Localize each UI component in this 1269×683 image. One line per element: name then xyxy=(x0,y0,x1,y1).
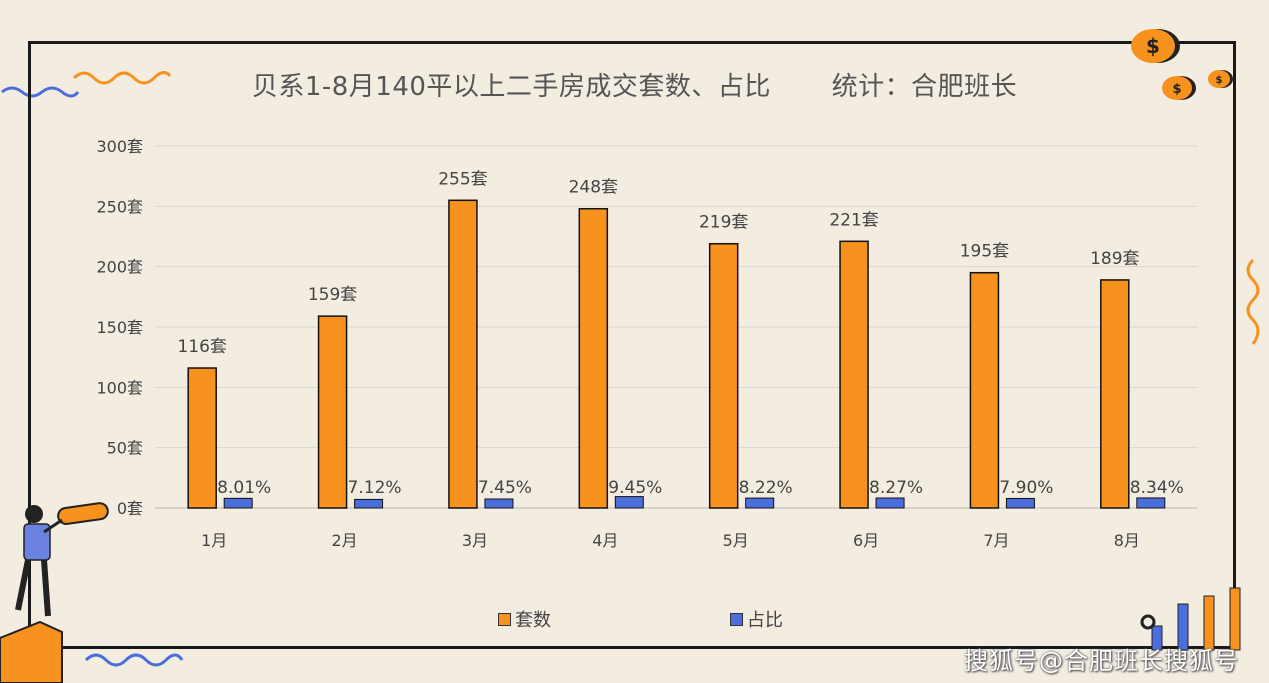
x-tick-label: 4月 xyxy=(592,531,618,550)
bar-count xyxy=(708,242,739,509)
chart-source: 统计：合肥班长 xyxy=(831,72,1018,102)
coin-icon: $ xyxy=(1208,70,1233,88)
data-label-count: 116套 xyxy=(177,337,226,357)
data-label-ratio: 7.12% xyxy=(348,478,402,498)
coin-icon: $ xyxy=(1162,76,1196,100)
data-label-count: 195套 xyxy=(960,242,1009,262)
bar-ratio xyxy=(1136,497,1166,509)
legend-label-ratio: 占比 xyxy=(747,610,783,631)
y-tick-label: 150套 xyxy=(96,318,143,337)
legend-label-count: 套数 xyxy=(515,610,551,631)
x-tick-label: 6月 xyxy=(853,531,879,550)
chart-title-row: 贝系1-8月140平以上二手房成交套数、占比 统计：合肥班长 xyxy=(0,66,1269,103)
data-label-count: 189套 xyxy=(1090,249,1139,269)
data-label-count: 159套 xyxy=(308,285,357,305)
data-label-ratio: 9.45% xyxy=(608,478,662,498)
bar-chart-decor-icon xyxy=(1140,587,1241,651)
wave-icon xyxy=(84,653,184,667)
chart-frame xyxy=(28,41,1236,649)
data-label-ratio: 8.01% xyxy=(217,478,271,498)
bar-count xyxy=(1100,279,1130,509)
data-label-ratio: 8.22% xyxy=(739,478,793,498)
data-label-count: 221套 xyxy=(829,210,878,230)
chart-title: 贝系1-8月140平以上二手房成交套数、占比 xyxy=(251,72,771,102)
person-with-telescope-icon xyxy=(0,502,109,683)
coin-icon: $ xyxy=(1131,29,1180,63)
bar-ratio xyxy=(223,497,253,509)
data-label-count: 219套 xyxy=(699,213,748,233)
y-tick-label: 300套 xyxy=(96,137,143,156)
y-tick-label: 200套 xyxy=(96,258,143,277)
x-tick-label: 8月 xyxy=(1114,531,1140,550)
data-label-ratio: 8.34% xyxy=(1130,478,1184,498)
svg-text:$: $ xyxy=(1216,75,1223,86)
bar-count xyxy=(969,271,1000,509)
bar-count xyxy=(317,315,348,509)
x-tick-label: 3月 xyxy=(462,531,488,550)
bar-ratio xyxy=(875,497,905,509)
data-label-ratio: 7.90% xyxy=(999,478,1053,498)
y-tick-label: 50套 xyxy=(107,439,143,458)
bar-count xyxy=(187,367,217,509)
x-tick-label: 7月 xyxy=(983,531,1009,550)
data-label-ratio: 8.27% xyxy=(869,478,923,498)
wave-icon xyxy=(1246,258,1260,345)
source-watermark: 搜狐号@合肥班长搜狐号 xyxy=(964,647,1239,675)
wave-icon xyxy=(1,86,80,98)
bar-ratio xyxy=(484,498,514,509)
x-tick-label: 5月 xyxy=(723,531,749,550)
svg-text:$: $ xyxy=(1146,34,1160,58)
y-tick-label: 100套 xyxy=(96,378,143,397)
legend-swatch-ratio xyxy=(730,612,743,626)
legend-swatch-count xyxy=(498,612,511,626)
bar-count xyxy=(578,207,609,509)
data-label-count: 248套 xyxy=(569,178,618,198)
legend: 套数 占比 xyxy=(0,606,1269,632)
bar-count xyxy=(448,199,478,509)
legend-item-count: 套数 xyxy=(498,606,551,632)
wave-icon xyxy=(72,71,172,85)
legend-item-ratio: 占比 xyxy=(730,606,783,632)
bar-count xyxy=(839,240,869,509)
bar-ratio xyxy=(1005,497,1035,509)
bar-ratio xyxy=(614,496,644,509)
data-label-ratio: 7.45% xyxy=(478,478,532,498)
y-tick-label: 0套 xyxy=(117,499,143,518)
svg-text:$: $ xyxy=(1172,82,1181,97)
bar-ratio xyxy=(354,498,384,509)
y-tick-label: 250套 xyxy=(96,197,143,216)
x-tick-label: 2月 xyxy=(331,531,357,550)
data-label-count: 255套 xyxy=(438,169,487,189)
x-tick-label: 1月 xyxy=(201,531,227,550)
bar-ratio xyxy=(745,497,775,509)
